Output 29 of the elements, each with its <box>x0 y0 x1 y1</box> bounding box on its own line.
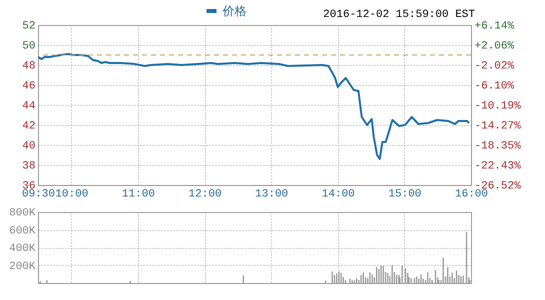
x-tick-label: 13:00 <box>255 188 288 200</box>
y2-tick-label: -6.10% <box>474 80 515 92</box>
y-tick-label: 600K <box>9 225 36 238</box>
y2-tick-label: -18.35% <box>474 140 522 152</box>
legend-label: 价格 <box>222 4 246 18</box>
y2-tick-label: +2.06% <box>474 40 515 52</box>
chart-subtitle: 2016-12-02 15:59:00 EST <box>323 9 476 21</box>
y2-tick-label: -14.27% <box>474 120 522 132</box>
y-tick-label: 40 <box>22 140 36 152</box>
y2-tick-label: +6.14% <box>474 20 515 32</box>
x-tick-label: 14:00 <box>322 188 355 200</box>
y-tick-label: 44 <box>22 100 36 112</box>
y-tick-label: 38 <box>22 160 36 172</box>
y-tick-label: 42 <box>22 120 36 132</box>
x-tick-label: 15:00 <box>388 188 422 200</box>
x-tick-label: 11:00 <box>122 188 155 200</box>
x-tick-label: 10:00 <box>55 188 88 200</box>
y-tick-label: 46 <box>22 80 36 92</box>
y-tick-label: 800K <box>9 208 36 220</box>
y-tick-label: 48 <box>22 60 36 72</box>
y-tick-label: 50 <box>22 40 36 52</box>
y-tick-label: 200K <box>9 260 36 273</box>
y2-tick-label: -2.02% <box>474 60 515 72</box>
y2-tick-label: -10.19% <box>474 100 522 112</box>
y2-tick-label: -22.43% <box>474 160 522 172</box>
y-tick-label: 52 <box>22 20 36 32</box>
line-series <box>38 53 470 160</box>
y-tick-label: 400K <box>9 243 36 255</box>
x-tick-label: 12:00 <box>188 188 222 200</box>
